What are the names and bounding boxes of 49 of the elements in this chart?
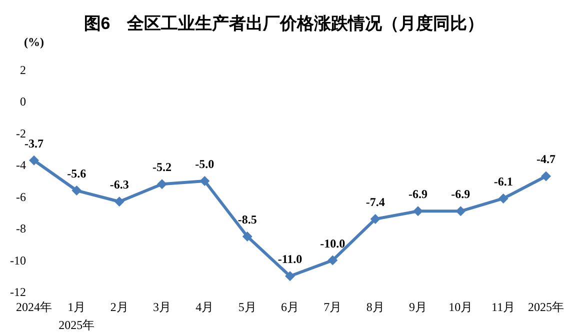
point: [285, 271, 295, 282]
data-label: -6.9: [408, 187, 428, 202]
point: [456, 206, 466, 216]
data-label: -8.5: [238, 212, 257, 226]
data-label: -3.7: [24, 136, 44, 150]
chart-title: 图6 全区工业生产者出厂价格涨跌情况（月度同比）: [84, 14, 484, 33]
y-tick-label: 2: [20, 63, 26, 77]
y-tick-label: -2: [16, 126, 26, 140]
x-tick-label: 4月: [196, 300, 214, 314]
data-label: -4.7: [536, 152, 556, 166]
point: [157, 179, 167, 190]
point: [114, 196, 124, 207]
point: [200, 176, 210, 186]
data-label: -6.9: [451, 187, 470, 202]
y-tick-label: -12: [10, 285, 26, 299]
x-tick-label: 2025年: [528, 300, 564, 314]
point: [541, 171, 551, 182]
y-tick-label: 0: [20, 94, 26, 109]
x-tick-label: 8月: [366, 300, 384, 314]
point: [29, 155, 39, 166]
x-tick-label: 2月: [110, 300, 128, 314]
x-tick-label: 10月: [448, 300, 473, 314]
y-axis-title: (%): [24, 35, 44, 49]
point: [328, 255, 338, 266]
x-tick-label: 5月: [238, 300, 256, 314]
data-label: -5.0: [195, 157, 214, 171]
x-tick-label: 11月: [492, 300, 516, 314]
data-label: -5.2: [152, 160, 172, 174]
data-label: -11.0: [278, 252, 302, 266]
point: [72, 186, 82, 196]
x-tick-label: 7月: [324, 300, 342, 314]
point: [242, 232, 252, 242]
point: [413, 206, 423, 216]
point: [498, 193, 508, 204]
y-tick-label: -8: [16, 222, 26, 236]
y-tick-label: -10: [10, 253, 26, 268]
x-tick-label: 6月: [281, 300, 299, 314]
y-tick-label: -6: [16, 190, 26, 204]
data-label: -6.1: [494, 174, 513, 188]
x-tick-label: 9月: [409, 300, 427, 314]
y-tick-label: -4: [16, 158, 26, 172]
data-label: -6.3: [110, 178, 129, 192]
data-label: -7.4: [366, 195, 385, 210]
x-tick-label: 1月 2025年: [58, 300, 95, 332]
data-label: -10.0: [320, 236, 346, 250]
x-tick-label: 3月: [153, 300, 171, 314]
data-label: -5.6: [67, 166, 86, 181]
point: [370, 214, 380, 224]
x-tick-label: 2024年: [16, 300, 52, 314]
